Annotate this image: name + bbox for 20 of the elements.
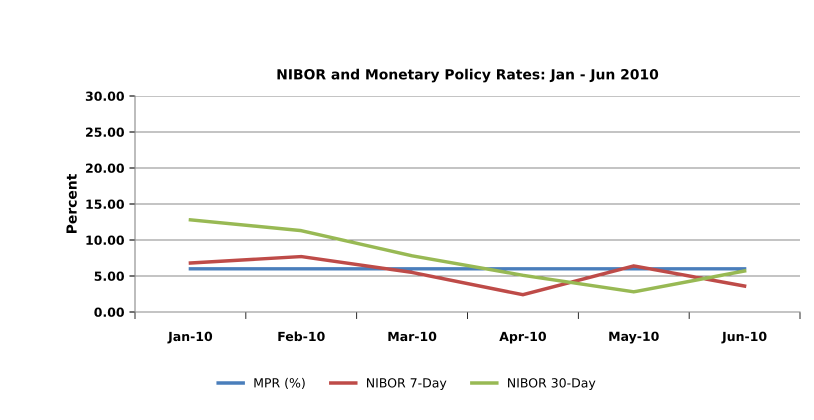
line-series — [188, 218, 746, 294]
y-axis-title: Percent — [66, 174, 77, 234]
x-tick-label: Mar-10 — [388, 332, 436, 342]
line-series — [188, 254, 746, 296]
x-tick-label: Jun-10 — [721, 332, 767, 344]
y-tick-label: 25.00 — [86, 127, 124, 137]
x-tick-label: Feb-10 — [278, 331, 325, 342]
legend-label: NIBOR 30-Day — [508, 378, 596, 390]
y-tick-label: 10.00 — [86, 235, 124, 245]
legend-label: MPR (%) — [254, 378, 305, 390]
legend-label: NIBOR 7-Day — [367, 378, 446, 390]
x-tick-label: Jan-10 — [167, 332, 212, 344]
chart-title: NIBOR and Monetary Policy Rates: Jan - Jun 2010 — [277, 68, 658, 82]
y-tick-label: 0.00 — [94, 307, 124, 317]
x-tick-label: Apr-10 — [499, 332, 546, 344]
x-tick-label: May-10 — [609, 332, 659, 344]
y-tick-label: 5.00 — [94, 271, 124, 281]
y-tick-label: 30.00 — [86, 91, 124, 101]
y-tick-label: 15.00 — [86, 199, 124, 209]
y-tick-label: 20.00 — [86, 163, 124, 173]
